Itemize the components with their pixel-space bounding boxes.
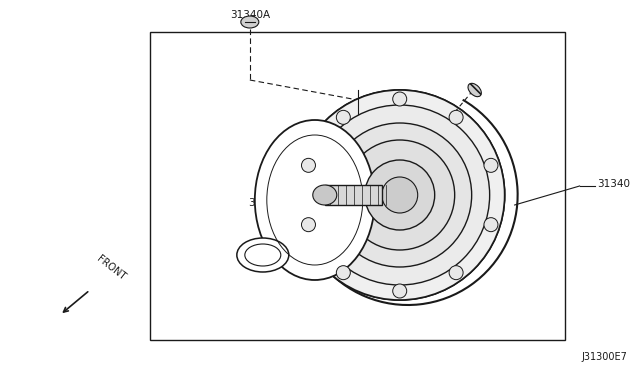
Text: 31334A: 31334A: [429, 123, 470, 133]
Ellipse shape: [381, 177, 418, 213]
Ellipse shape: [310, 105, 490, 285]
Text: 31362MA: 31362MA: [266, 180, 315, 190]
Ellipse shape: [295, 90, 505, 300]
Ellipse shape: [393, 284, 406, 298]
Text: 31340A: 31340A: [230, 10, 270, 20]
Ellipse shape: [295, 90, 505, 300]
Text: J31300E7: J31300E7: [582, 352, 628, 362]
Ellipse shape: [301, 218, 316, 232]
Ellipse shape: [393, 92, 406, 106]
Ellipse shape: [468, 83, 481, 97]
Ellipse shape: [237, 238, 289, 272]
Ellipse shape: [255, 120, 375, 280]
Ellipse shape: [449, 110, 463, 124]
Ellipse shape: [484, 158, 498, 172]
Text: 31344: 31344: [248, 198, 282, 208]
Ellipse shape: [345, 140, 454, 250]
Ellipse shape: [484, 218, 498, 232]
Text: 31340: 31340: [598, 179, 630, 189]
Polygon shape: [324, 185, 381, 205]
Ellipse shape: [313, 185, 337, 205]
Ellipse shape: [449, 266, 463, 280]
Ellipse shape: [337, 110, 350, 124]
Ellipse shape: [337, 266, 350, 280]
Text: FRONT: FRONT: [95, 254, 127, 282]
Ellipse shape: [328, 123, 472, 267]
Text: 31362M: 31362M: [316, 123, 358, 133]
Ellipse shape: [241, 16, 259, 28]
Bar: [150, 32, 564, 340]
Ellipse shape: [365, 160, 435, 230]
Ellipse shape: [301, 158, 316, 172]
